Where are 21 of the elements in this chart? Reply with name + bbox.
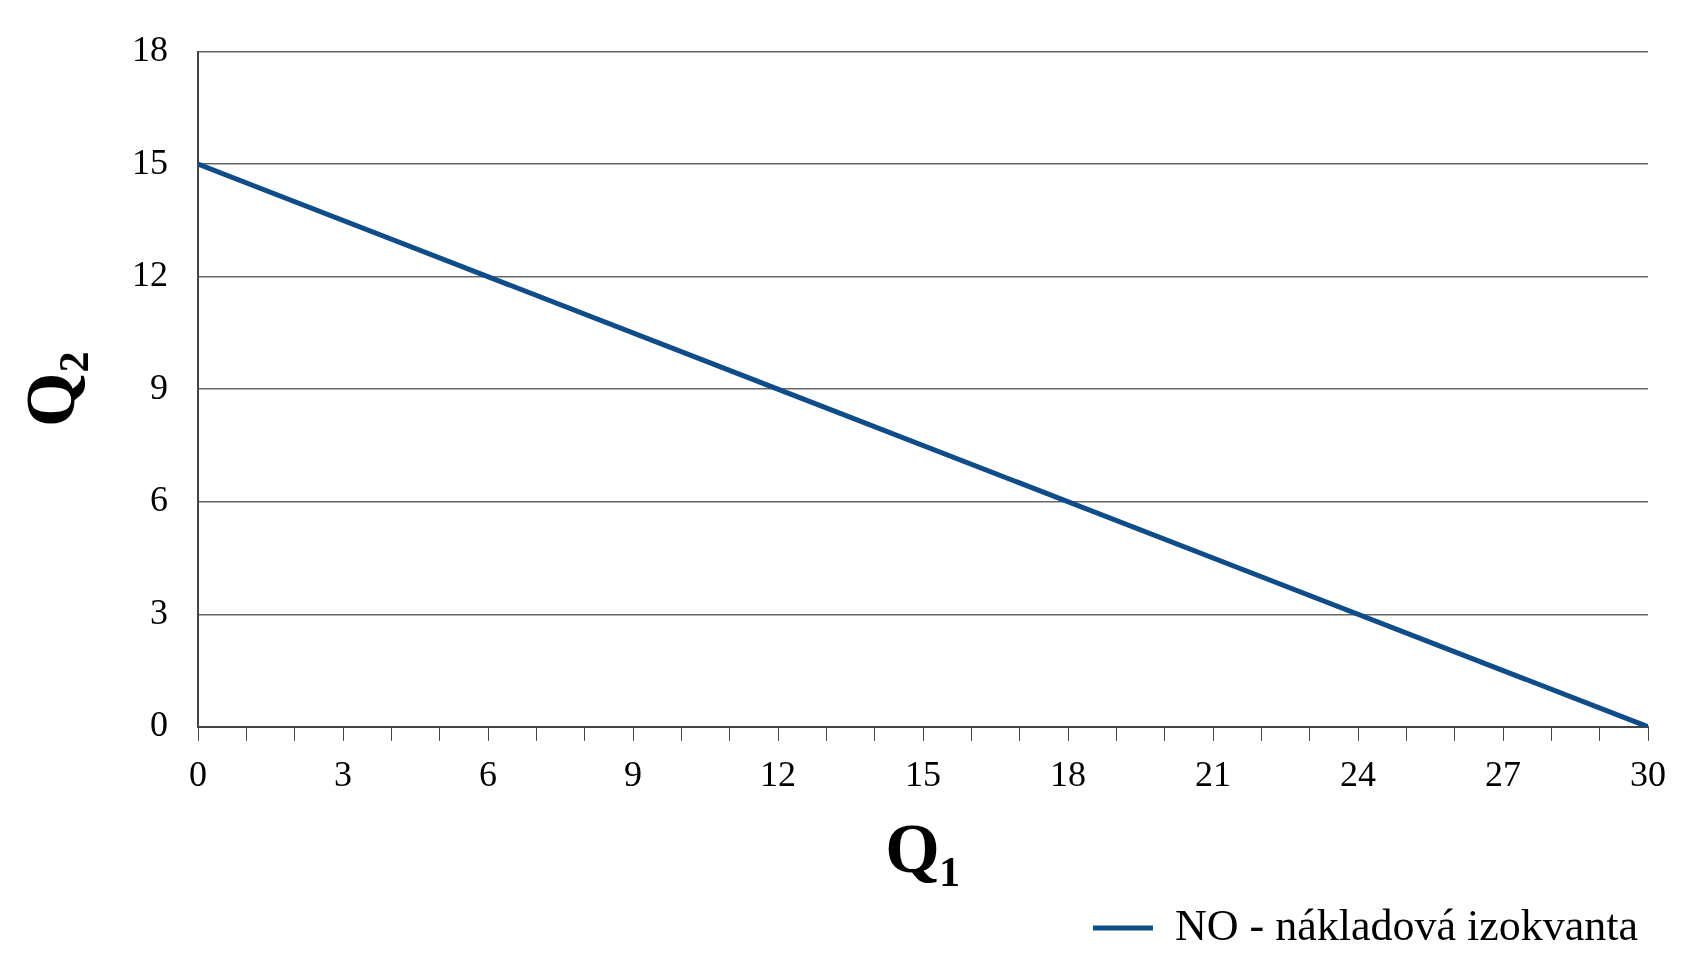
- y-tick-label: 12: [132, 254, 168, 295]
- y-tick-label: 9: [150, 366, 168, 407]
- x-tick-label: 9: [624, 753, 642, 794]
- x-tick-label: 15: [905, 753, 941, 794]
- y-tick-label: 0: [150, 704, 168, 745]
- x-tick-label: 21: [1195, 753, 1231, 794]
- y-tick-label: 3: [150, 591, 168, 632]
- x-axis-title: Q₁: [885, 810, 961, 888]
- x-tick-label: 18: [1050, 753, 1086, 794]
- y-tick-label: 15: [132, 141, 168, 182]
- x-tick-label: 24: [1340, 753, 1376, 794]
- x-tick-label: 27: [1485, 753, 1521, 794]
- y-tick-label: 18: [132, 29, 168, 70]
- legend-label: NO - nákladová izokvanta: [1174, 900, 1639, 950]
- x-tick-label: 0: [189, 753, 207, 794]
- x-tick-label: 30: [1630, 753, 1666, 794]
- x-tick-label: 6: [479, 753, 497, 794]
- y-tick-label: 6: [150, 479, 168, 520]
- x-tick-label: 3: [334, 753, 352, 794]
- x-tick-label: 12: [760, 753, 796, 794]
- y-axis-title: Q₂: [12, 351, 90, 427]
